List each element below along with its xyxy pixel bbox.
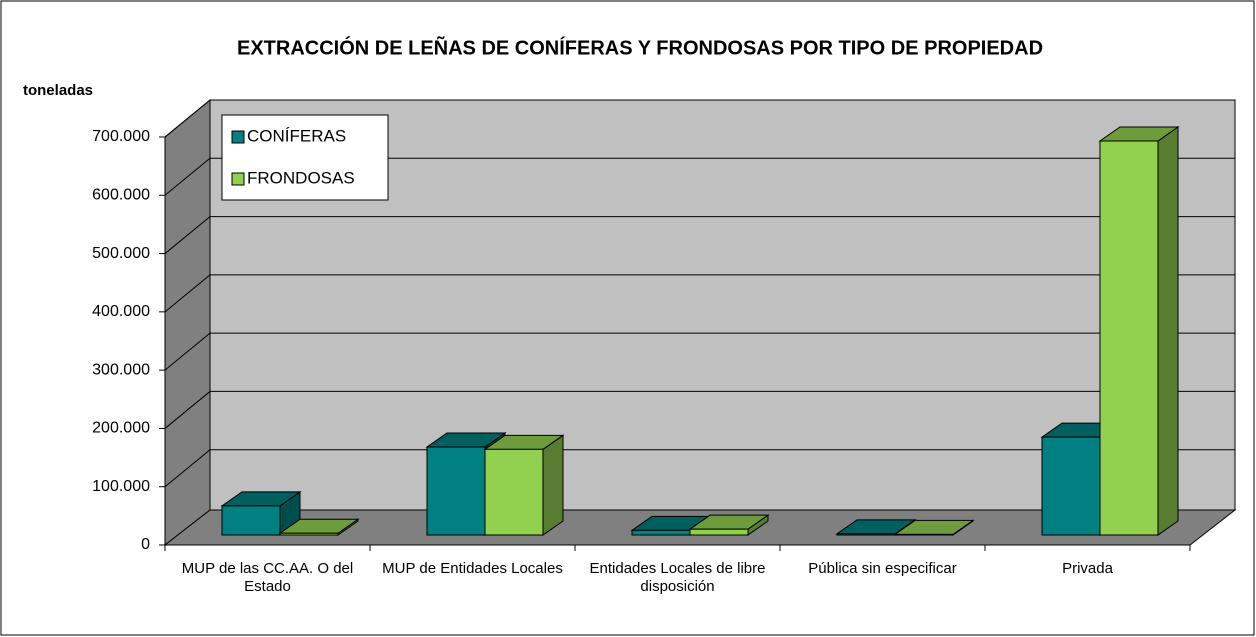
- y-tick-label: 700.000: [92, 128, 150, 145]
- grid-line: [164, 157, 1235, 196]
- y-tick-label: 200.000: [92, 420, 150, 437]
- bar: [689, 528, 749, 536]
- chart-title: EXTRACCIÓN DE LEÑAS DE CONÍFERAS Y FROND…: [237, 35, 1043, 59]
- bar: [894, 533, 954, 536]
- legend: CONÍFERAS FRONDOSAS: [221, 114, 389, 201]
- legend-swatch: [231, 130, 245, 144]
- y-tick-label: 500.000: [92, 245, 150, 262]
- bar: [484, 448, 544, 536]
- x-tick-label: MUP de Entidades Locales: [382, 560, 563, 577]
- grid-line: [164, 449, 1235, 488]
- bar: [279, 532, 339, 536]
- y-tick-label: 300.000: [92, 361, 150, 378]
- legend-label: CONÍFERAS: [247, 126, 346, 145]
- x-tick-label: Entidades Locales de libre disposición: [589, 560, 766, 595]
- grid-line: [164, 390, 1235, 429]
- grid-line: [164, 274, 1235, 313]
- grid-line: [164, 332, 1235, 371]
- legend-label: FRONDOSAS: [247, 168, 355, 187]
- grid-line: [164, 216, 1235, 254]
- bar: [221, 505, 281, 536]
- x-tick-label: MUP de las CC.AA. O del Estado: [181, 560, 354, 595]
- y-tick-label: 0: [141, 536, 150, 553]
- bar: [1041, 436, 1101, 536]
- grid-line: [164, 99, 1235, 138]
- bar: [836, 533, 896, 536]
- x-tick-label: Pública sin especificar: [808, 560, 957, 577]
- bar: [631, 529, 691, 536]
- y-axis-label: toneladas: [23, 82, 93, 99]
- bar-side: [542, 434, 564, 536]
- legend-swatch: [231, 172, 245, 186]
- bar-side: [1157, 126, 1179, 536]
- x-tick-label: Privada: [1062, 560, 1113, 577]
- bar: [426, 446, 486, 536]
- y-tick-label: 600.000: [92, 187, 150, 204]
- y-tick-label: 100.000: [92, 478, 150, 495]
- side-wall: [164, 98, 211, 547]
- y-tick-label: 400.000: [92, 303, 150, 320]
- bar: [1099, 140, 1159, 536]
- legend-box: [221, 114, 389, 201]
